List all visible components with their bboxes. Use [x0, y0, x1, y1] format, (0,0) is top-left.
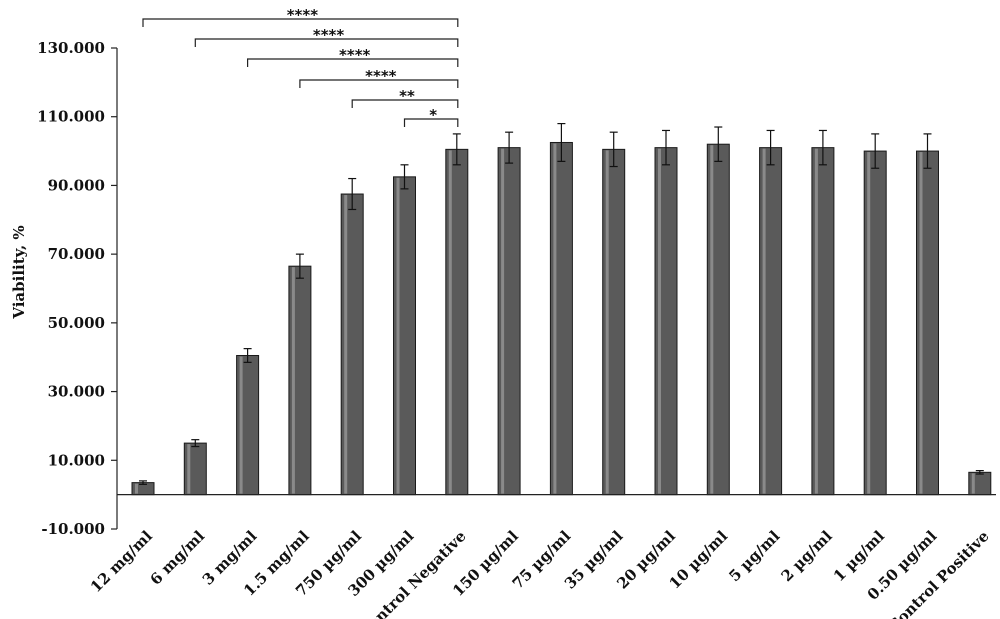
- significance-brackets: *******************: [142, 6, 459, 127]
- significance-bracket: [403, 118, 459, 127]
- significance-label: ****: [313, 26, 345, 44]
- significance-label: ****: [287, 6, 319, 24]
- y-tick-label: 10.000: [48, 451, 105, 469]
- significance-bracket: [247, 58, 459, 67]
- significance-bracket: [299, 79, 459, 88]
- y-tick-label: 50.000: [48, 314, 105, 332]
- bar-highlight: [187, 444, 191, 494]
- bar-highlight: [658, 148, 661, 494]
- bar-highlight: [553, 143, 557, 494]
- bar-highlight: [291, 267, 295, 494]
- significance-bracket: [142, 18, 459, 27]
- y-tick-label: 130.000: [37, 39, 105, 57]
- bar-highlight: [605, 150, 609, 494]
- category-label: 6 mg/ml: [147, 527, 209, 589]
- bar-highlight: [501, 148, 505, 494]
- bar-highlight: [919, 152, 923, 494]
- y-tick-label: 30.000: [48, 383, 105, 401]
- significance-label: *: [429, 106, 437, 124]
- y-tick-label: 110.000: [37, 108, 105, 126]
- bars: [131, 122, 992, 496]
- significance-label: **: [399, 87, 415, 105]
- category-label: 2 µg/ml: [778, 527, 836, 585]
- significance-bracket: [351, 99, 459, 108]
- bar-highlight: [135, 483, 138, 494]
- bar-highlight: [710, 145, 714, 494]
- bar-highlight: [448, 150, 452, 494]
- bar-highlight: [396, 177, 400, 494]
- y-axis: -10.000 10.000 30.000 50.000 70.000 90.000 110…: [37, 39, 118, 538]
- significance-label: ****: [365, 67, 397, 85]
- category-label: 5 µg/ml: [725, 527, 783, 585]
- bar-highlight: [971, 473, 975, 494]
- y-tick-label: 70.000: [48, 245, 105, 263]
- y-tick-label: -10.000: [41, 520, 105, 538]
- bar-highlight: [344, 195, 348, 494]
- bar-highlight: [867, 152, 871, 494]
- y-axis-title: Viability, %: [10, 225, 28, 319]
- significance-bracket: [194, 38, 459, 47]
- significance-label: ****: [339, 46, 371, 64]
- bar-highlight: [239, 356, 243, 494]
- bar-highlight: [814, 148, 818, 494]
- y-tick-label: 90.000: [48, 176, 105, 194]
- bar-highlight: [762, 148, 766, 494]
